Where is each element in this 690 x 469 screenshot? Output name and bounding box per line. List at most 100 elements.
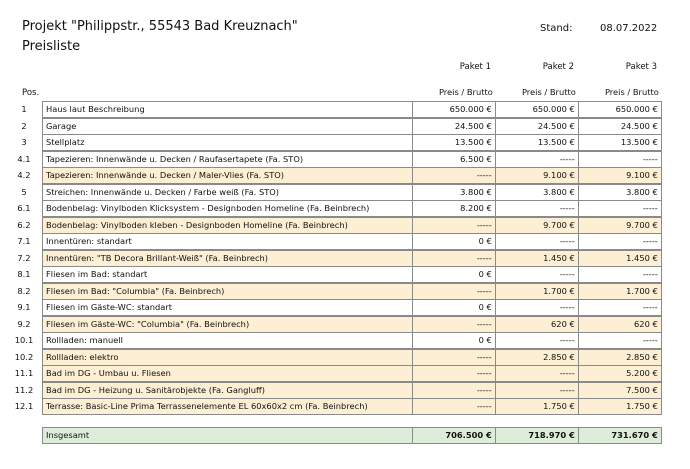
row-price: -----	[578, 200, 662, 218]
row-description: Garage	[42, 117, 413, 135]
row-price: -----	[412, 282, 496, 300]
row-pos: 8.1	[17, 269, 31, 279]
row-price: 3.800 €	[412, 183, 496, 201]
row-price: 1.450 €	[495, 249, 579, 267]
row-price: -----	[412, 365, 496, 383]
row-pos: 7.2	[17, 252, 31, 263]
row-price: -----	[412, 167, 496, 185]
row-price: -----	[578, 150, 662, 168]
row-price: -----	[495, 150, 579, 168]
row-description: Tapezieren: Innenwände u. Decken / Maler…	[42, 167, 413, 185]
row-price: 5.200 €	[578, 365, 662, 383]
row-price: 8.200 €	[412, 200, 496, 218]
row-price: 1.700 €	[578, 282, 662, 300]
row-price: 650.000 €	[412, 101, 496, 119]
row-price: -----	[495, 200, 579, 218]
row-price: 1.450 €	[578, 249, 662, 267]
row-description: Fliesen im Gäste-WC: "Columbia" (Fa. Bei…	[42, 315, 413, 333]
row-description: Fliesen im Gäste-WC: standart	[42, 299, 413, 317]
row-price: 2.850 €	[578, 348, 662, 366]
row-price: 3.800 €	[495, 183, 579, 201]
row-pos: 4.2	[17, 170, 31, 180]
package-label: Paket 2	[542, 62, 574, 72]
price-header: Preis / Brutto	[495, 85, 579, 102]
row-price: 2.850 €	[495, 348, 579, 366]
total-price: 718.970 €	[495, 427, 579, 445]
title: Projekt "Philippstr., 55543 Bad Kreuznac…	[22, 19, 298, 34]
row-pos: 4.1	[17, 153, 31, 164]
row-price: 0 €	[412, 299, 496, 317]
pos-header: Pos.	[22, 88, 40, 98]
row-price: 0 €	[412, 266, 496, 284]
row-description: Bodenbelag: Vinylboden kleben - Designbo…	[42, 216, 413, 234]
package-label: Paket 1	[459, 62, 491, 72]
row-pos: 7.1	[17, 236, 31, 246]
row-description: Bad im DG - Umbau u. Fliesen	[42, 365, 413, 383]
row-pos: 5	[21, 186, 27, 197]
row-price: -----	[495, 233, 579, 251]
row-description: Rollladen: elektro	[42, 348, 413, 366]
row-price: -----	[412, 398, 496, 416]
row-price: -----	[495, 299, 579, 317]
row-description: Fliesen im Bad: standart	[42, 266, 413, 284]
row-description: Bodenbelag: Vinylboden Klicksystem - Des…	[42, 200, 413, 218]
row-description: Terrasse: Basic-Line Prima Terrassenelem…	[42, 398, 413, 416]
row-price: 13.500 €	[412, 134, 496, 152]
row-price: 24.500 €	[578, 117, 662, 135]
row-price: 3.800 €	[578, 183, 662, 201]
row-price: -----	[578, 332, 662, 350]
row-description: Tapezieren: Innenwände u. Decken / Raufa…	[42, 150, 413, 168]
row-price: 1.750 €	[495, 398, 579, 416]
row-price: -----	[495, 381, 579, 399]
row-price: -----	[495, 365, 579, 383]
row-price: 650.000 €	[578, 101, 662, 119]
row-description: Fliesen im Bad: "Columbia" (Fa. Beinbrec…	[42, 282, 413, 300]
row-pos: 6.2	[17, 219, 31, 230]
row-price: 620 €	[578, 315, 662, 333]
date-label: Stand:	[540, 23, 573, 34]
price-header: Preis / Brutto	[578, 85, 662, 102]
row-pos: 2	[21, 120, 27, 131]
row-pos: 11.1	[14, 368, 34, 378]
row-price: 0 €	[412, 332, 496, 350]
total-price: 731.670 €	[578, 427, 662, 445]
row-pos: 8.2	[17, 285, 31, 296]
row-price: 650.000 €	[495, 101, 579, 119]
row-pos: 6.1	[17, 203, 31, 213]
row-description: Haus laut Beschreibung	[42, 101, 413, 119]
row-price: -----	[412, 216, 496, 234]
row-pos: 9.2	[17, 318, 31, 329]
row-price: 24.500 €	[495, 117, 579, 135]
row-price: 13.500 €	[495, 134, 579, 152]
row-price: -----	[578, 266, 662, 284]
date: 08.07.2022	[600, 23, 658, 34]
row-price: 0 €	[412, 233, 496, 251]
row-pos: 12.1	[14, 401, 34, 411]
row-price: 6.500 €	[412, 150, 496, 168]
price-header: Preis / Brutto	[412, 85, 496, 102]
row-price: -----	[412, 348, 496, 366]
row-price: -----	[412, 249, 496, 267]
row-price: 9.700 €	[495, 216, 579, 234]
subtitle: Preisliste	[22, 39, 81, 54]
total-label: Insgesamt	[42, 427, 413, 445]
row-price: -----	[412, 315, 496, 333]
row-pos: 10.2	[14, 351, 34, 362]
total-price: 706.500 €	[412, 427, 496, 445]
row-description: Bad im DG - Heizung u. Sanitärobjekte (F…	[42, 381, 413, 399]
row-description: Innentüren: "TB Decora Brillant-Weiß" (F…	[42, 249, 413, 267]
row-description: Stellplatz	[42, 134, 413, 152]
row-description: Rollladen: manuell	[42, 332, 413, 350]
row-price: 9.100 €	[495, 167, 579, 185]
row-price: 24.500 €	[412, 117, 496, 135]
row-price: 9.700 €	[578, 216, 662, 234]
row-pos: 10.1	[14, 335, 34, 345]
row-price: -----	[578, 233, 662, 251]
row-price: -----	[495, 266, 579, 284]
row-price: -----	[495, 332, 579, 350]
row-price: 9.100 €	[578, 167, 662, 185]
row-description: Innentüren: standart	[42, 233, 413, 251]
package-label: Paket 3	[625, 62, 657, 72]
row-pos: 1	[21, 104, 27, 114]
